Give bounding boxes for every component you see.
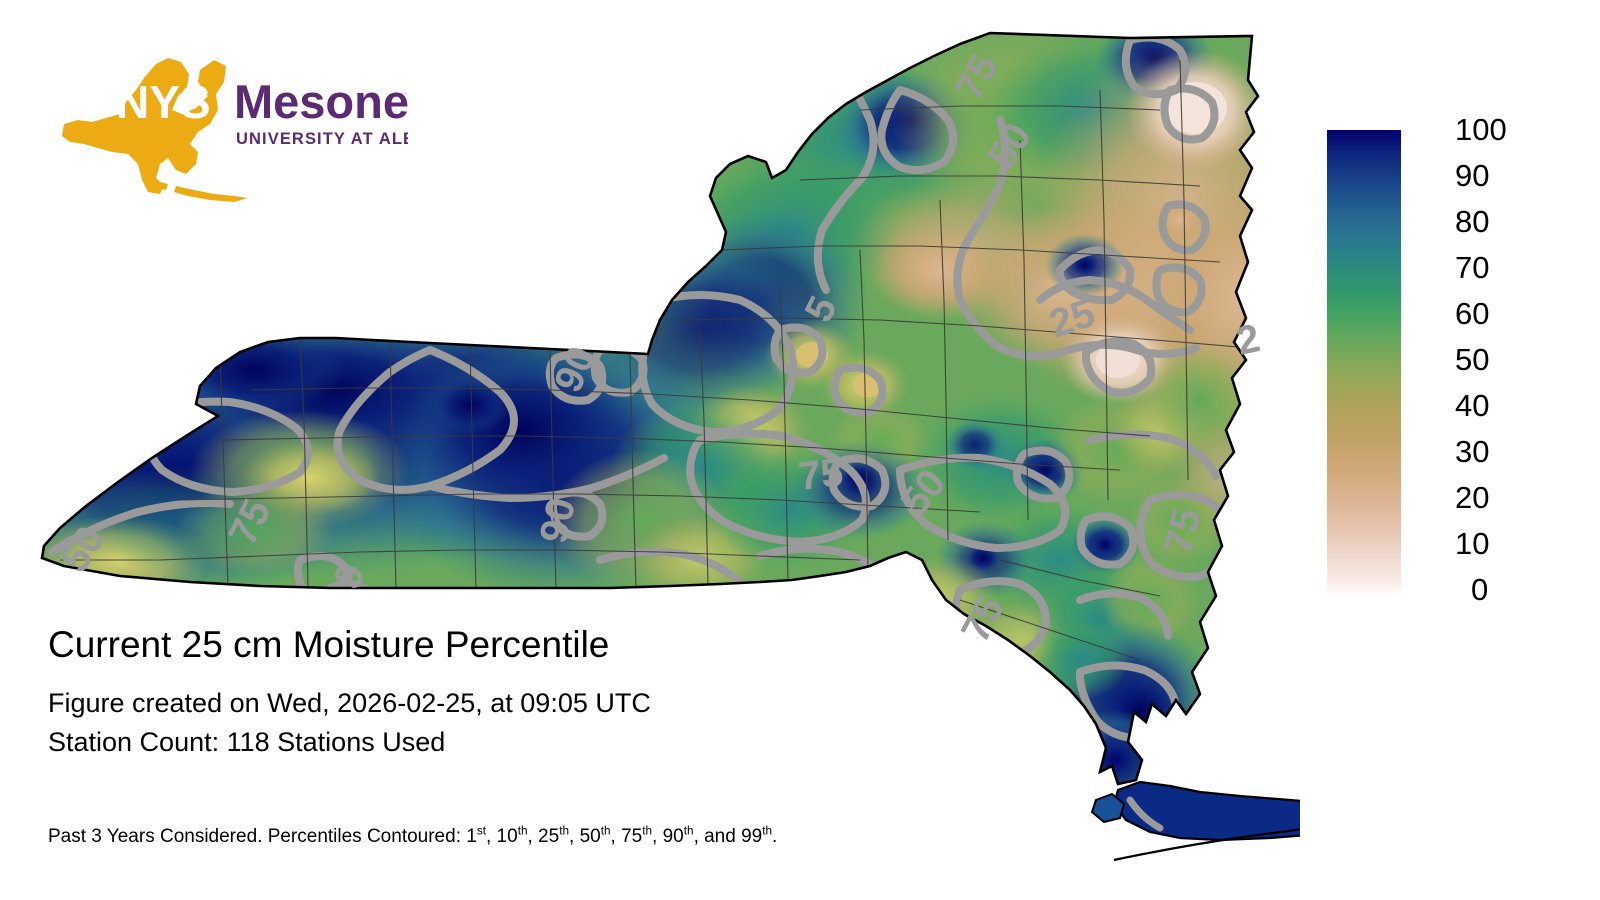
colorbar-tick: 100 bbox=[1455, 112, 1507, 147]
nys-mesonet-logo: NYS Mesonet UNIVERSITY AT ALBANY bbox=[48, 52, 408, 202]
logo-svg: NYS Mesonet UNIVERSITY AT ALBANY bbox=[62, 58, 408, 202]
footnote-ordinal: th bbox=[517, 824, 528, 838]
footnote-sep: , 90 bbox=[652, 826, 684, 847]
colorbar-tick: 80 bbox=[1455, 204, 1490, 239]
logo-secondary-text: Mesonet bbox=[234, 75, 408, 128]
contour-lines-long-island bbox=[1126, 796, 1164, 832]
footnote-ordinal: th bbox=[559, 824, 570, 838]
footnote-ordinal: th bbox=[600, 824, 611, 838]
colorbar-tick: 0 bbox=[1471, 572, 1489, 607]
contour-label: 75 bbox=[796, 451, 845, 499]
colorbar-tick: 20 bbox=[1455, 480, 1490, 515]
footnote-sep: , 10 bbox=[485, 826, 518, 847]
station-count: Station Count: 118 Stations Used bbox=[48, 726, 446, 757]
moisture-percentile-map: 75 50 25 2 5 90 75 50 75 50 90 9 75 75 bbox=[40, 31, 1300, 862]
colorbar-tick: 10 bbox=[1455, 526, 1490, 561]
colorbar-tick: 90 bbox=[1455, 158, 1490, 193]
colorbar-tick: 60 bbox=[1455, 296, 1490, 331]
colorbar-tick: 40 bbox=[1455, 388, 1490, 423]
atlantic-coastline bbox=[1113, 828, 1300, 862]
footnote-ordinal: th bbox=[762, 824, 773, 838]
caption-block: Current 25 cm Moisture Percentile Figure… bbox=[48, 624, 1048, 762]
colorbar-tick: 50 bbox=[1455, 342, 1490, 377]
colorbar-legend: 100 90 80 70 60 50 40 30 20 10 0 bbox=[1327, 114, 1577, 612]
long-island-shape bbox=[1112, 780, 1300, 842]
footnote-ordinal: st bbox=[476, 824, 486, 838]
footnote: Past 3 Years Considered. Percentiles Con… bbox=[48, 824, 778, 848]
county-boundaries bbox=[60, 59, 1251, 661]
ny-state-outline bbox=[40, 31, 1260, 786]
footnote-ordinal: th bbox=[683, 824, 694, 838]
footnote-ordinal: th bbox=[642, 824, 653, 838]
logo-primary-text: NYS bbox=[116, 76, 211, 128]
footnote-sep: , and 99 bbox=[693, 826, 763, 847]
footnote-end: . bbox=[772, 826, 778, 847]
colorbar-gradient bbox=[1327, 130, 1401, 598]
colorbar-tick: 70 bbox=[1455, 250, 1490, 285]
logo-subtitle: UNIVERSITY AT ALBANY bbox=[236, 130, 408, 148]
colorbar-tick: 30 bbox=[1455, 434, 1490, 469]
map-svg: 75 50 25 2 5 90 75 50 75 50 90 9 75 75 bbox=[40, 31, 1300, 862]
creation-timestamp: Figure created on Wed, 2026-02-25, at 09… bbox=[48, 687, 651, 718]
contour-label: 75 bbox=[1156, 504, 1209, 558]
footnote-sep: , 25 bbox=[527, 826, 560, 847]
footnote-sep: , 75 bbox=[610, 826, 643, 847]
ny-state-silhouette-icon bbox=[62, 58, 248, 202]
footnote-sep: , 50 bbox=[569, 826, 601, 847]
contour-label: 90 bbox=[532, 494, 584, 547]
footnote-prefix: Past 3 Years Considered. Percentiles Con… bbox=[48, 826, 477, 847]
staten-island-shape bbox=[1090, 792, 1126, 824]
page-title: Current 25 cm Moisture Percentile bbox=[48, 624, 610, 665]
